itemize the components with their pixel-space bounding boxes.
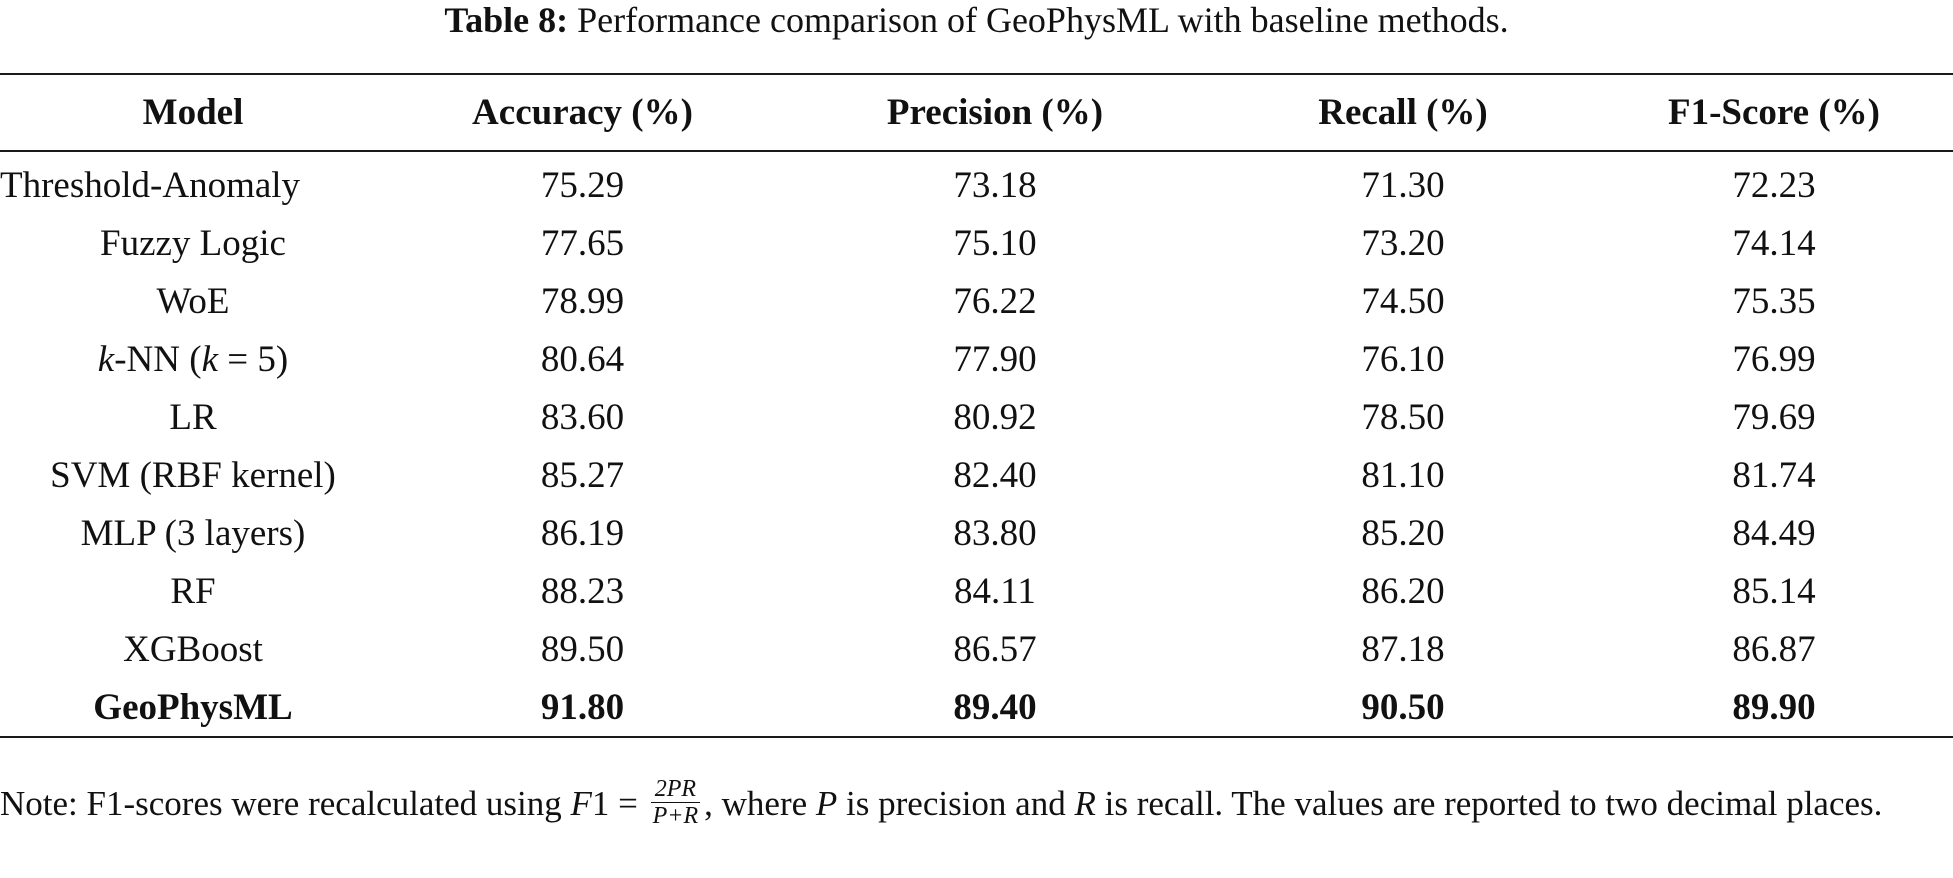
- table-note: Note: F1-scores were recalculated using …: [0, 777, 1953, 832]
- cell-accuracy: 75.29: [540, 164, 625, 206]
- cell-recall: 73.20: [1361, 222, 1445, 264]
- cell-f1: 89.90: [1732, 686, 1816, 728]
- results-table-body: Threshold-Anomaly 75.29 73.18 71.30 72.2…: [0, 152, 1953, 736]
- knn-label: -NN (: [114, 338, 202, 380]
- note-mid2: is precision and: [837, 784, 1075, 823]
- cell-recall: 90.50: [1361, 686, 1445, 728]
- k-symbol: k: [97, 338, 115, 380]
- cell-accuracy: 91.80: [540, 686, 625, 728]
- table-row: Threshold-Anomaly 75.29 73.18 71.30 72.2…: [0, 152, 1953, 214]
- cell-f1: 76.99: [1732, 338, 1816, 380]
- cell-recall: 86.20: [1361, 570, 1445, 612]
- cell-f1: 86.87: [1732, 628, 1816, 670]
- results-table: Model Accuracy (%) Precision (%) Recall …: [0, 75, 1953, 150]
- cell-precision: 80.92: [953, 396, 1037, 438]
- table-caption: Table 8: Performance comparison of GeoPh…: [0, 0, 1953, 40]
- cell-f1: 85.14: [1732, 570, 1816, 612]
- cell-accuracy: 77.65: [540, 222, 625, 264]
- r-symbol: R: [1074, 784, 1096, 823]
- header-rule: [0, 150, 1953, 152]
- caption-label: Table 8:: [444, 0, 569, 40]
- cell-precision: 83.80: [953, 512, 1037, 554]
- cell-precision: 77.90: [953, 338, 1037, 380]
- cell-model: WoE: [156, 280, 230, 322]
- cell-f1: 72.23: [1732, 164, 1816, 206]
- table-row-best: GeoPhysML 91.80 89.40 90.50 89.90: [0, 678, 1953, 736]
- caption-text: Performance comparison of GeoPhysML with…: [577, 0, 1509, 40]
- table-row: RF 88.23 84.11 86.20 85.14: [0, 562, 1953, 620]
- f1-formula-fraction: 2PR P+R: [650, 777, 701, 830]
- results-table-wrapper: Model Accuracy (%) Precision (%) Recall …: [0, 73, 1953, 738]
- cell-model: RF: [170, 570, 216, 612]
- cell-recall: 71.30: [1361, 164, 1445, 206]
- header-model: Model: [142, 92, 244, 133]
- cell-precision: 75.10: [953, 222, 1037, 264]
- header-recall: Recall (%): [1318, 92, 1488, 133]
- bottom-rule: [0, 736, 1953, 738]
- cell-accuracy: 85.27: [540, 454, 625, 496]
- header-f1: F1-Score (%): [1668, 92, 1880, 133]
- cell-precision: 84.11: [954, 570, 1036, 612]
- f1-symbol: F: [570, 784, 592, 823]
- table-row: XGBoost 89.50 86.57 87.18 86.87: [0, 620, 1953, 678]
- cell-model: LR: [169, 396, 217, 438]
- note-suffix: is recall. The values are reported to tw…: [1095, 784, 1883, 823]
- cell-model: XGBoost: [123, 628, 263, 670]
- k-symbol: k: [201, 338, 218, 380]
- table-row: SVM (RBF kernel) 85.27 82.40 81.10 81.74: [0, 446, 1953, 504]
- cell-model: Fuzzy Logic: [100, 222, 286, 264]
- cell-precision: 82.40: [953, 454, 1037, 496]
- table-row: MLP (3 layers) 86.19 83.80 85.20 84.49: [0, 504, 1953, 562]
- cell-recall: 76.10: [1361, 338, 1445, 380]
- header-precision: Precision (%): [886, 92, 1104, 133]
- cell-model: SVM (RBF kernel): [50, 454, 336, 496]
- knn-param: = 5): [218, 338, 289, 380]
- cell-precision: 86.57: [953, 628, 1037, 670]
- header-row: Model Accuracy (%) Precision (%) Recall …: [0, 75, 1953, 150]
- cell-f1: 75.35: [1732, 280, 1816, 322]
- table-row: Fuzzy Logic 77.65 75.10 73.20 74.14: [0, 214, 1953, 272]
- cell-recall: 81.10: [1361, 454, 1445, 496]
- cell-model: Threshold-Anomaly: [0, 164, 301, 206]
- cell-recall: 74.50: [1361, 280, 1445, 322]
- cell-model: k-NN (k = 5): [0, 330, 386, 388]
- cell-precision: 89.40: [953, 686, 1037, 728]
- cell-recall: 85.20: [1361, 512, 1445, 554]
- f1-digit: 1 =: [591, 784, 647, 823]
- cell-accuracy: 80.64: [540, 338, 625, 380]
- note-prefix: Note: F1-scores were recalculated using: [0, 784, 571, 823]
- cell-accuracy: 89.50: [540, 628, 625, 670]
- p-symbol: P: [815, 784, 838, 823]
- cell-model: MLP (3 layers): [80, 512, 306, 554]
- cell-accuracy: 86.19: [540, 512, 625, 554]
- cell-model: GeoPhysML: [93, 686, 293, 728]
- cell-precision: 73.18: [953, 164, 1037, 206]
- cell-recall: 78.50: [1361, 396, 1445, 438]
- table-row: k-NN (k = 5) 80.64 77.90 76.10 76.99: [0, 330, 1953, 388]
- note-mid1: , where: [704, 784, 816, 823]
- cell-recall: 87.18: [1361, 628, 1445, 670]
- cell-accuracy: 78.99: [540, 280, 625, 322]
- table-row: WoE 78.99 76.22 74.50 75.35: [0, 272, 1953, 330]
- cell-accuracy: 83.60: [540, 396, 625, 438]
- cell-precision: 76.22: [953, 280, 1037, 322]
- cell-f1: 81.74: [1732, 454, 1816, 496]
- top-rule: [0, 73, 1953, 75]
- header-accuracy: Accuracy (%): [472, 92, 693, 133]
- fraction-denominator: P+R: [652, 803, 699, 830]
- table-row: LR 83.60 80.92 78.50 79.69: [0, 388, 1953, 446]
- cell-accuracy: 88.23: [540, 570, 625, 612]
- cell-f1: 74.14: [1732, 222, 1816, 264]
- fraction-numerator: 2PR: [650, 777, 701, 804]
- cell-f1: 79.69: [1732, 396, 1816, 438]
- cell-f1: 84.49: [1732, 512, 1816, 554]
